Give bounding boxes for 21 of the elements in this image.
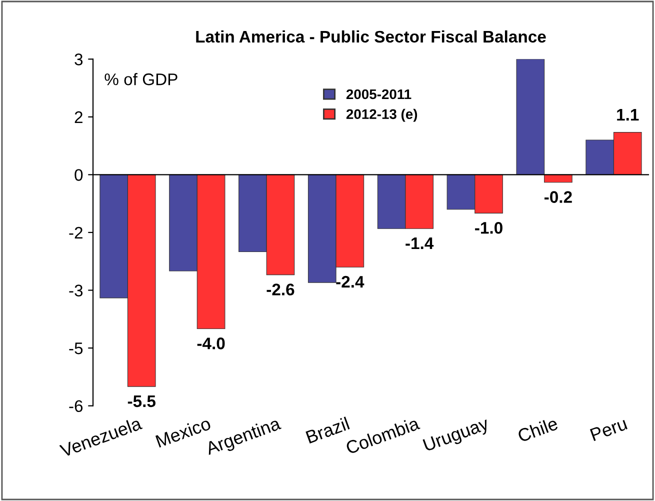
data-label: -1.4: [406, 238, 434, 250]
data-label: -2.4: [336, 276, 364, 288]
y-tick-label: 2: [74, 111, 82, 123]
data-label: -4.0: [197, 338, 225, 350]
data-label: -1.0: [475, 222, 502, 234]
annotation: % of GDP: [104, 73, 178, 86]
y-tick-label: -3: [69, 284, 83, 296]
x-tick-label: Chile: [516, 416, 559, 442]
y-tick-label: -2: [69, 226, 82, 239]
y-tick-label: -5: [69, 342, 83, 354]
data-label: 1.1: [617, 109, 639, 121]
data-label: -2.6: [266, 284, 294, 296]
y-tick-label: -6: [69, 400, 83, 412]
data-label: -5.5: [128, 395, 156, 408]
chart-title: Latin America - Public Sector Fiscal Balance: [196, 30, 546, 43]
data-label: -0.2: [544, 191, 572, 203]
y-tick-label: 3: [74, 54, 83, 66]
legend-label: 2012-13 (e): [346, 108, 418, 122]
y-tick-label: 0: [74, 169, 83, 181]
x-tick-label: Peru: [590, 417, 628, 442]
legend-label: 2005-2011: [346, 89, 412, 100]
